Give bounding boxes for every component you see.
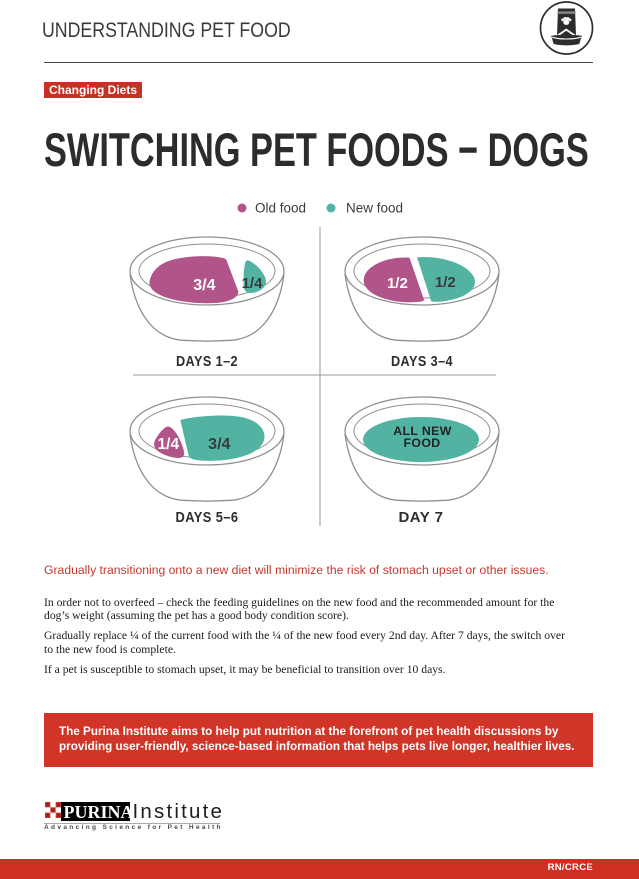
- svg-text:1/4: 1/4: [158, 436, 180, 453]
- svg-text:DAYS 3–4: DAYS 3–4: [391, 353, 453, 370]
- svg-text:DAY 7: DAY 7: [398, 509, 443, 526]
- svg-text:1/2: 1/2: [435, 274, 456, 291]
- svg-text:ALL NEW: ALL NEW: [393, 424, 452, 438]
- svg-text:New food: New food: [346, 201, 403, 216]
- svg-text:DAYS 1–2: DAYS 1–2: [176, 353, 238, 370]
- svg-text:1/4: 1/4: [242, 275, 264, 292]
- svg-text:3/4: 3/4: [193, 277, 215, 294]
- svg-text:DAYS 5–6: DAYS 5–6: [176, 509, 239, 526]
- svg-text:3/4: 3/4: [208, 436, 230, 453]
- svg-text:1/2: 1/2: [387, 275, 408, 292]
- svg-text:FOOD: FOOD: [403, 436, 440, 450]
- svg-text:Old food: Old food: [255, 201, 306, 216]
